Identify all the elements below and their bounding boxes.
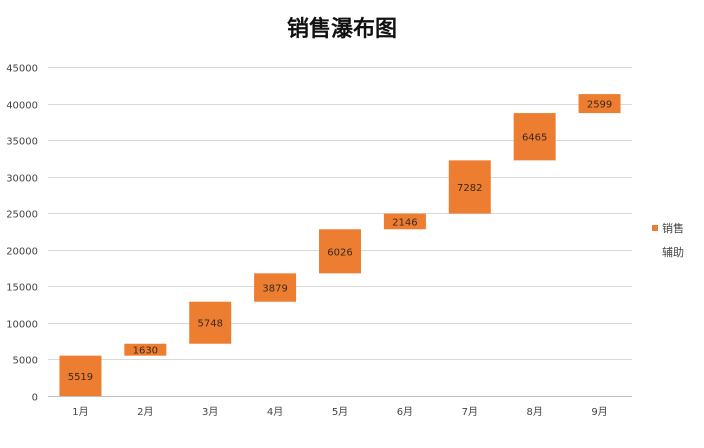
sales-bar <box>448 160 491 214</box>
legend-swatch-sales <box>652 225 658 231</box>
helper-bar <box>254 302 296 396</box>
legend: 销售 辅助 <box>652 221 684 259</box>
sales-bar <box>513 113 556 161</box>
y-tick-label: 35000 <box>6 137 38 148</box>
legend-label-sales: 销售 <box>662 221 684 235</box>
data-label: 2146 <box>392 217 417 228</box>
sales-bar <box>319 229 361 274</box>
helper-bar <box>189 344 231 396</box>
x-tick-label: 5月 <box>332 406 348 418</box>
y-tick-label: 30000 <box>6 174 38 185</box>
x-tick-label: 7月 <box>462 406 478 418</box>
data-label: 5519 <box>68 372 93 383</box>
y-tick-label: 10000 <box>6 320 38 331</box>
data-label: 2599 <box>587 100 612 111</box>
chart-title: 销售瀑布图 <box>287 16 397 42</box>
data-label: 7282 <box>457 183 482 194</box>
y-axis: 0 5000 10000 15000 20000 25000 30000 35000 40000… <box>6 64 38 404</box>
x-tick-label: 9月 <box>591 406 607 418</box>
legend-label-helper: 辅助 <box>662 245 684 259</box>
sales-bar <box>124 343 167 356</box>
data-label: 6026 <box>327 247 352 258</box>
x-tick-label: 2月 <box>137 406 153 418</box>
x-tick-label: 1月 <box>72 406 88 418</box>
y-tick-label: 20000 <box>6 247 38 258</box>
data-label: 6465 <box>522 133 547 144</box>
x-axis: 1月 2月 3月 4月 5月 6月 7月 8月 9月 <box>72 406 607 418</box>
y-tick-label: 15000 <box>6 283 38 294</box>
y-tick-label: 0 <box>32 393 38 404</box>
helper-bar <box>449 214 491 396</box>
helper-bar <box>319 273 361 396</box>
data-label: 1630 <box>133 346 158 357</box>
y-tick-label: 25000 <box>6 210 38 221</box>
data-label: 5748 <box>197 319 222 330</box>
y-tick-label: 45000 <box>6 64 38 75</box>
sales-bar <box>578 94 621 114</box>
sales-bar <box>59 355 102 396</box>
x-tick-label: 8月 <box>526 406 542 418</box>
helper-bar <box>579 113 621 396</box>
bars: 5519 1630 5748 3879 6026 2146 7282 6465 2599 <box>59 94 621 396</box>
data-label: 3879 <box>262 284 287 295</box>
sales-bar <box>254 273 297 302</box>
y-tick-label: 5000 <box>13 356 38 367</box>
x-tick-label: 3月 <box>202 406 218 418</box>
helper-bar <box>514 160 556 396</box>
x-tick-label: 4月 <box>267 406 283 418</box>
x-tick-label: 6月 <box>397 406 413 418</box>
sales-bar <box>383 213 426 230</box>
helper-bar <box>384 229 426 396</box>
y-tick-label: 40000 <box>6 101 38 112</box>
helper-bar <box>124 356 166 396</box>
sales-bar <box>189 301 232 344</box>
